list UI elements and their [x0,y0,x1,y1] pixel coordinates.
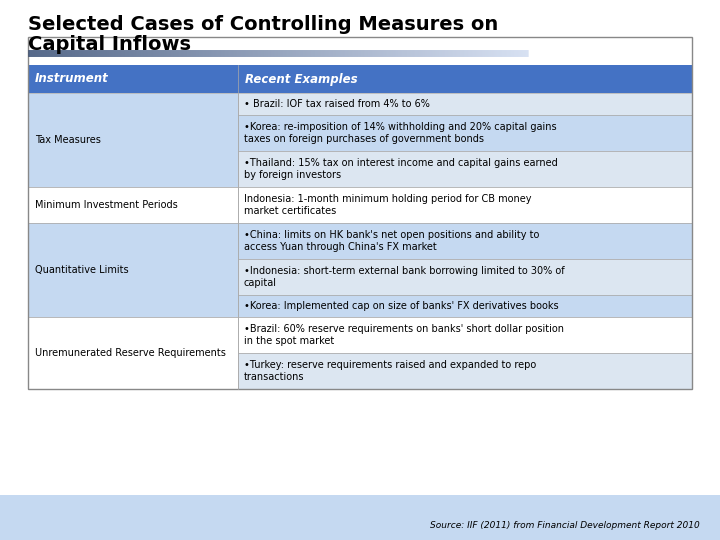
Text: Indonesia: 1-month minimum holding period for CB money
market certificates: Indonesia: 1-month minimum holding perio… [244,194,531,216]
Bar [28,37,692,389]
Bar [28,65,692,93]
Bar [238,317,692,353]
Bar [238,223,692,259]
Bar [28,93,238,187]
Text: Recent Examples: Recent Examples [245,72,358,85]
Text: Source: IIF (2011) from Financial Development Report 2010: Source: IIF (2011) from Financial Develo… [431,522,700,530]
Text: Unremunerated Reserve Requirements: Unremunerated Reserve Requirements [35,348,226,358]
Bar [238,295,692,317]
Text: Tax Measures: Tax Measures [35,135,101,145]
Text: •Korea: re-imposition of 14% withholding and 20% capital gains
taxes on foreign : •Korea: re-imposition of 14% withholding… [244,122,557,144]
Bar [238,93,692,115]
Bar [238,115,692,151]
Bar [28,187,238,223]
Bar [28,317,238,389]
Bar [238,259,692,295]
Text: •Turkey: reserve requirements raised and expanded to repo
transactions: •Turkey: reserve requirements raised and… [244,360,536,382]
Text: • Brazil: IOF tax raised from 4% to 6%: • Brazil: IOF tax raised from 4% to 6% [244,99,430,109]
Text: •Thailand: 15% tax on interest income and capital gains earned
by foreign invest: •Thailand: 15% tax on interest income an… [244,158,558,180]
Text: •China: limits on HK bank's net open positions and ability to
access Yuan throug: •China: limits on HK bank's net open pos… [244,230,539,252]
Text: Capital Inflows: Capital Inflows [28,35,191,54]
Bar [238,353,692,389]
Text: •Brazil: 60% reserve requirements on banks' short dollar position
in the spot ma: •Brazil: 60% reserve requirements on ban… [244,324,564,346]
Text: •Indonesia: short-term external bank borrowing limited to 30% of
capital: •Indonesia: short-term external bank bor… [244,266,564,288]
Text: Selected Cases of Controlling Measures on: Selected Cases of Controlling Measures o… [28,15,498,34]
Bar [238,151,692,187]
Bar [238,187,692,223]
Bar [28,223,238,317]
Bar [0,495,720,540]
Text: Quantitative Limits: Quantitative Limits [35,265,129,275]
Text: Instrument: Instrument [35,72,109,85]
Text: •Korea: Implemented cap on size of banks' FX derivatives books: •Korea: Implemented cap on size of banks… [244,301,559,311]
Text: Minimum Investment Periods: Minimum Investment Periods [35,200,178,210]
